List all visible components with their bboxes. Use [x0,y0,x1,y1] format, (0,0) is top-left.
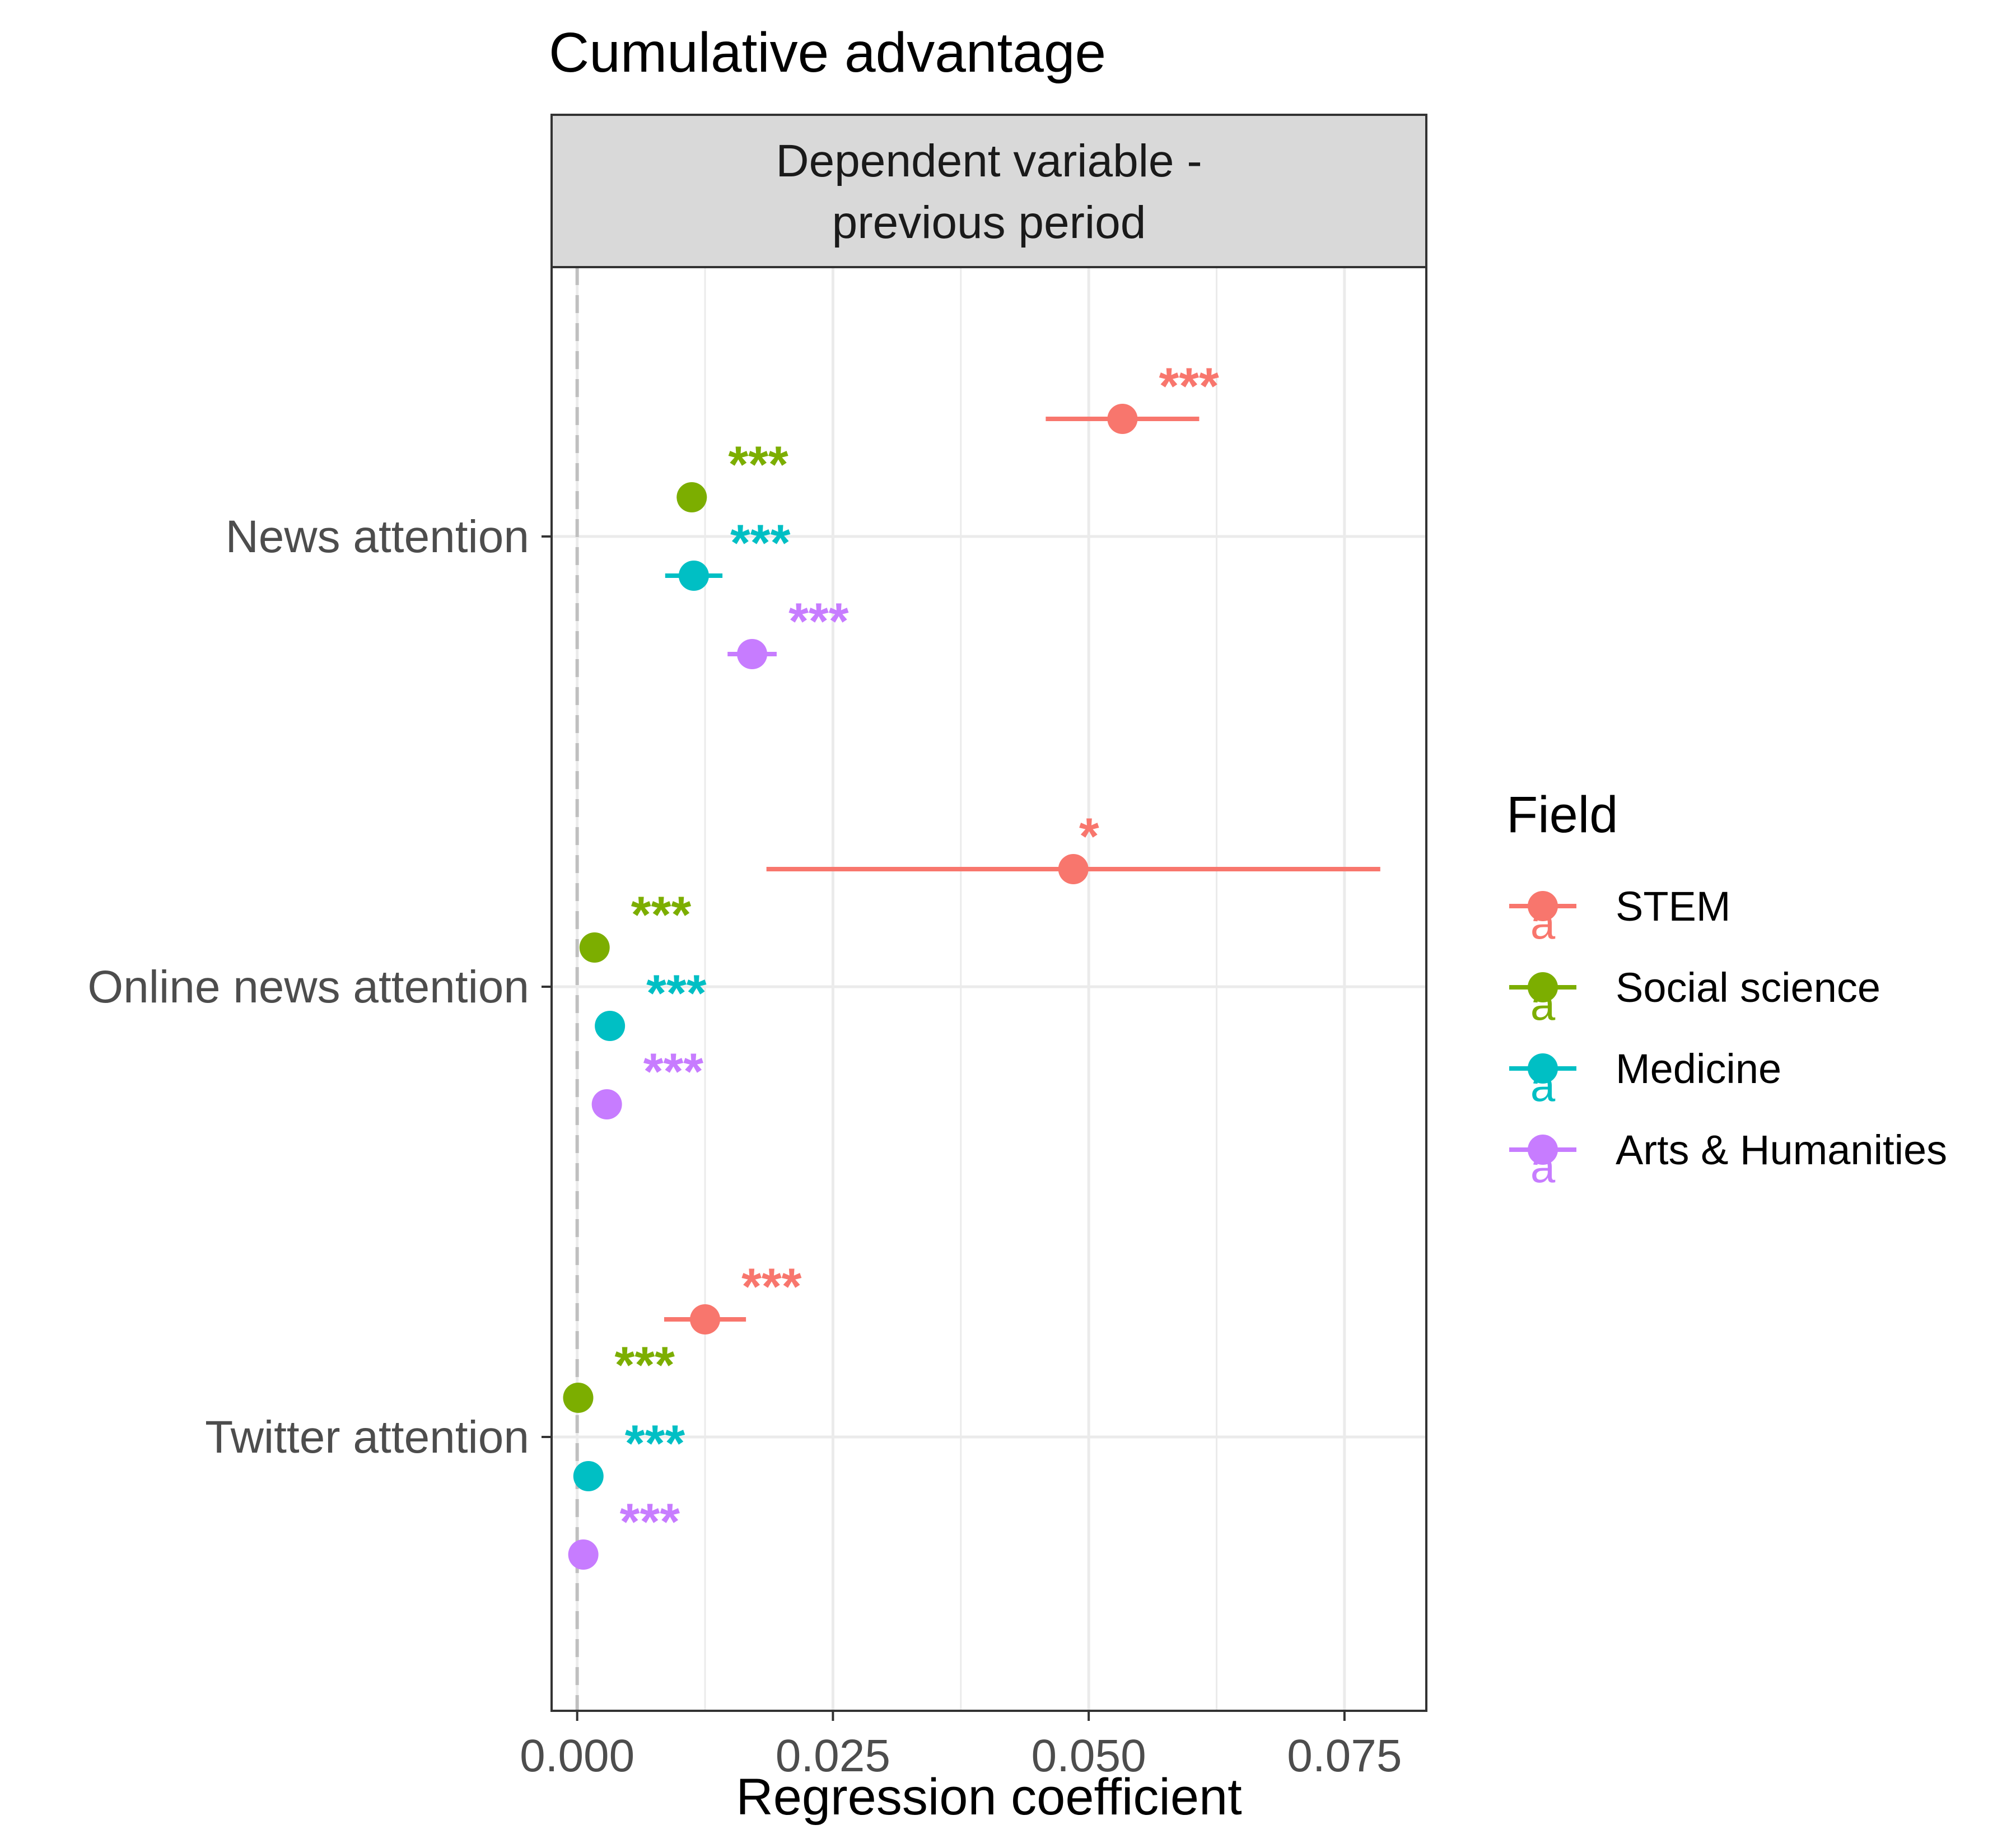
point-estimate [595,1011,626,1041]
significance-label: *** [625,1415,685,1472]
significance-label: * [1079,808,1099,865]
legend-label: Social science [1616,964,1880,1011]
legend: a STEM a Social science a Medicine a Arts & Hum… [1509,883,1947,1192]
significance-label: *** [728,436,788,493]
point-estimate [676,482,707,512]
significance-label: *** [1159,358,1219,415]
point-estimate [1107,404,1138,434]
significance-label: *** [730,515,791,572]
point-estimate [579,932,610,963]
point-group: *** [573,1415,685,1491]
point-group: * [766,808,1380,884]
significance-label: *** [643,1043,704,1100]
legend-item: a Arts & Humanities [1509,1127,1947,1192]
point-group: *** [568,1494,680,1570]
x-tick-label: 0.075 [1287,1730,1402,1781]
x-tick-label: 0.000 [520,1730,634,1781]
facet-label-line-1: Dependent variable - [776,136,1202,186]
legend-key-point [1528,1135,1558,1165]
significance-label: *** [646,965,707,1022]
legend-label: STEM [1616,883,1731,930]
point-estimate [591,1089,622,1119]
legend-item: a Social science [1509,964,1880,1029]
point-group: *** [579,886,692,963]
y-tick-label: Twitter attention [205,1412,529,1463]
data-marks: ********************************** [563,358,1380,1570]
point-estimate [563,1383,594,1413]
point-estimate [1058,854,1089,884]
point-group: *** [664,1258,802,1334]
point-group: *** [563,1337,675,1413]
point-estimate [573,1461,604,1491]
x-tick-label: 0.025 [776,1730,890,1781]
point-group: *** [1046,358,1219,434]
legend-key-point [1528,1053,1558,1084]
legend-key-point [1528,891,1558,921]
legend-key-glyph: a [1530,1061,1556,1110]
legend-item: a Medicine [1509,1046,1781,1110]
chart-title: Cumulative advantage [549,21,1106,84]
point-estimate [568,1539,599,1570]
significance-label: *** [788,593,849,650]
point-group: *** [727,593,849,669]
point-estimate [690,1304,721,1334]
legend-key-glyph: a [1530,898,1556,948]
facet-strip [550,114,1427,268]
legend-key-glyph: a [1530,1142,1556,1192]
legend-title: Field [1506,786,1618,843]
point-group: *** [665,515,791,591]
point-group: *** [591,1043,704,1119]
legend-key-glyph: a [1530,979,1556,1029]
point-estimate [737,639,768,669]
x-tick-label: 0.050 [1032,1730,1146,1781]
y-tick-label: Online news attention [87,962,529,1012]
y-tick-label: News attention [226,511,529,562]
x-axis-title: Regression coefficient [736,1768,1242,1826]
y-axis: News attention Online news attention Twitt… [87,511,552,1463]
facet-label-line-2: previous period [832,197,1146,248]
plot-panel-border [550,266,1427,1712]
legend-key-point [1528,972,1558,1002]
significance-label: *** [615,1337,675,1394]
point-estimate [678,561,709,591]
significance-label: *** [631,886,692,944]
point-group: *** [676,436,788,512]
legend-item: a STEM [1509,883,1731,948]
legend-label: Arts & Humanities [1616,1127,1947,1173]
significance-label: *** [620,1494,680,1551]
x-axis: 0.000 0.025 0.050 0.075 [520,1711,1402,1781]
significance-label: *** [741,1258,802,1315]
point-group: *** [595,965,707,1041]
legend-label: Medicine [1616,1046,1781,1092]
